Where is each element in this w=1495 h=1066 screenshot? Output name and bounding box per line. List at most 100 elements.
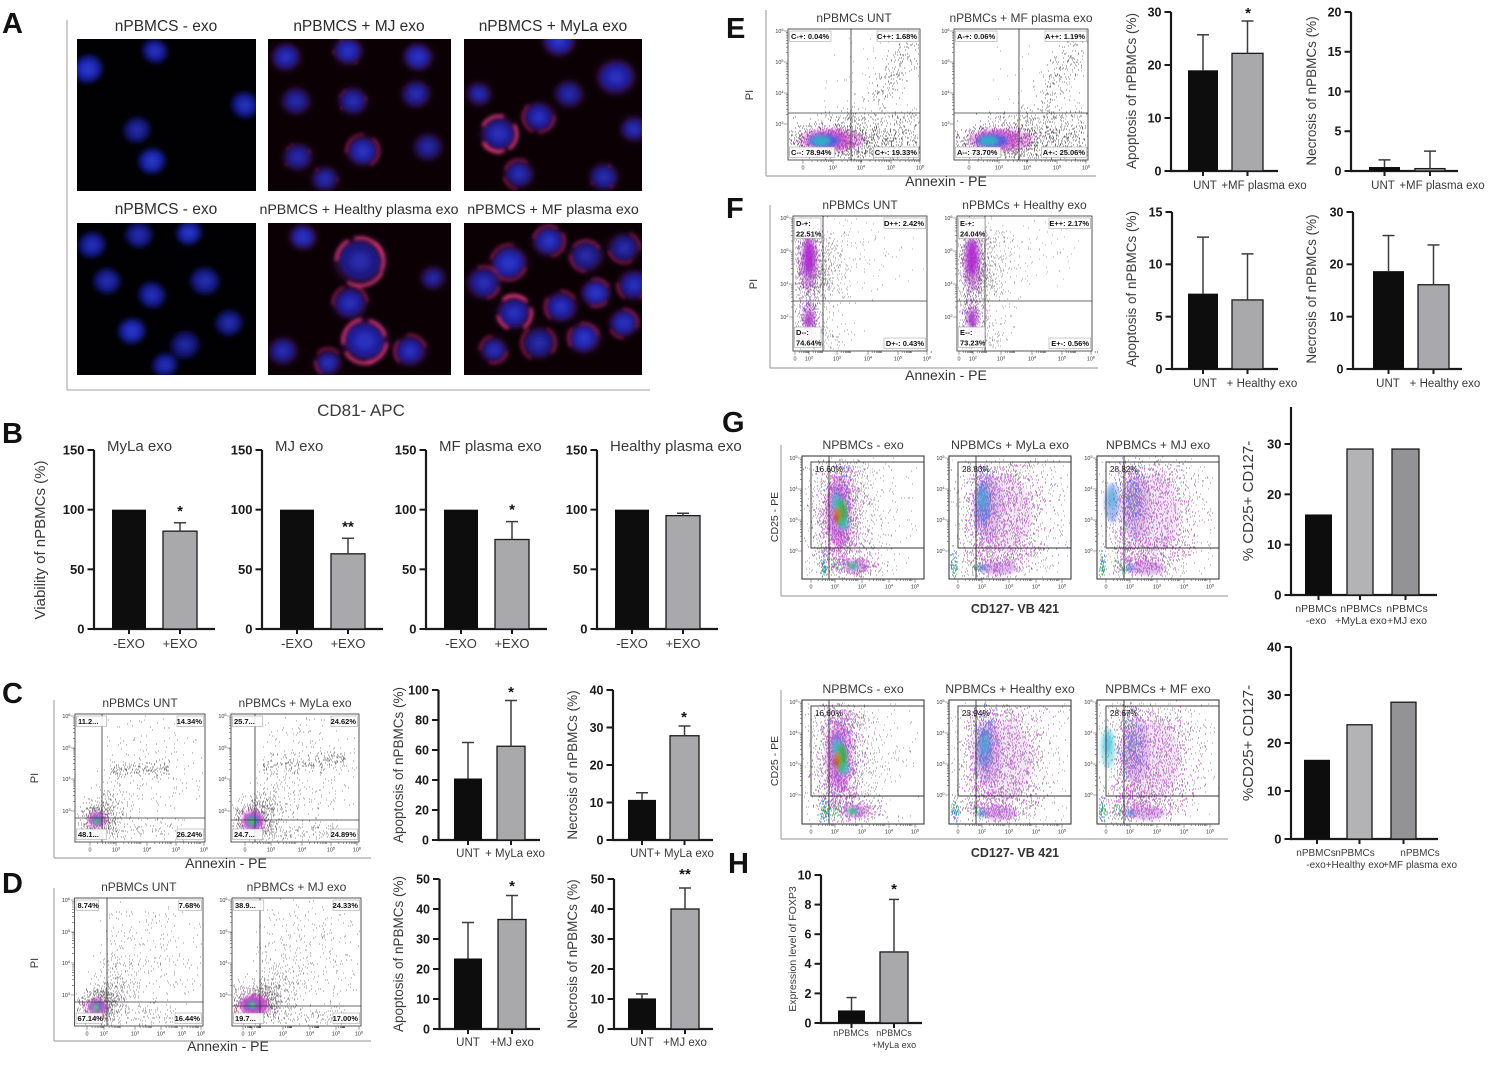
svg-text:20: 20	[590, 758, 604, 772]
svg-text:105: 105	[894, 354, 902, 362]
svg-text:E--:: E--:	[960, 328, 973, 337]
svg-text:103: 103	[267, 845, 275, 853]
svg-text:104: 104	[62, 959, 71, 967]
svg-text:0: 0	[244, 848, 247, 854]
svg-text:104: 104	[62, 775, 71, 783]
svg-text:106: 106	[780, 214, 788, 222]
svg-text:103: 103	[1084, 516, 1092, 524]
svg-text:nPBMCS + MyLa exo: nPBMCS + MyLa exo	[479, 18, 628, 35]
svg-text:F: F	[726, 193, 744, 225]
svg-text:NPBMCs - exo: NPBMCs - exo	[822, 438, 903, 452]
svg-text:nPBMCs UNT: nPBMCs UNT	[102, 696, 178, 710]
svg-text:Necrosis of nPBMCs (%): Necrosis of nPBMCs (%)	[1304, 214, 1319, 363]
svg-text:105: 105	[775, 58, 783, 66]
svg-text:105: 105	[944, 247, 952, 255]
svg-text:105: 105	[1053, 163, 1061, 171]
svg-text:A+-: 25.06%: A+-: 25.06%	[1043, 148, 1086, 157]
svg-text:50: 50	[416, 872, 430, 886]
svg-text:11.2...: 11.2...	[78, 717, 98, 726]
svg-text:C-+: 0.04%: C-+: 0.04%	[791, 32, 829, 41]
svg-text:20: 20	[416, 962, 430, 976]
svg-text:100: 100	[936, 791, 945, 799]
svg-text:103: 103	[112, 845, 120, 853]
svg-text:23.94%: 23.94%	[962, 709, 990, 718]
svg-text:105: 105	[1206, 582, 1214, 590]
svg-text:Apoptosis of nPBMCs (%): Apoptosis of nPBMCs (%)	[391, 687, 406, 843]
svg-text:102: 102	[100, 1029, 108, 1037]
svg-text:22.51%: 22.51%	[796, 230, 822, 239]
svg-text:Necrosis of nPBMCs (%): Necrosis of nPBMCs (%)	[565, 690, 580, 839]
svg-text:Annexin - PE: Annexin - PE	[187, 1038, 269, 1054]
svg-text:nPBMCs + Healthy exo: nPBMCs + Healthy exo	[962, 198, 1087, 212]
svg-text:CD127- VB 421: CD127- VB 421	[971, 602, 1059, 616]
svg-text:100: 100	[1084, 547, 1093, 555]
svg-text:105: 105	[1084, 454, 1092, 462]
svg-text:100: 100	[395, 502, 417, 517]
svg-text:104: 104	[780, 280, 789, 288]
svg-text:105: 105	[789, 698, 797, 706]
svg-text:+EXO: +EXO	[330, 636, 365, 651]
svg-text:106: 106	[355, 1029, 363, 1037]
svg-text:104: 104	[885, 582, 894, 590]
svg-text:40: 40	[590, 683, 604, 697]
svg-text:+EXO: +EXO	[162, 636, 197, 651]
svg-text:102: 102	[944, 313, 952, 321]
svg-text:10: 10	[1330, 310, 1344, 324]
svg-text:0: 0	[810, 585, 813, 591]
svg-text:103: 103	[789, 516, 797, 524]
svg-text:30: 30	[1267, 437, 1281, 452]
svg-text:14.34%: 14.34%	[177, 717, 203, 726]
svg-text:103: 103	[858, 827, 866, 835]
svg-text:0: 0	[409, 622, 416, 637]
svg-text:19.7...: 19.7...	[235, 1014, 256, 1023]
svg-text:150: 150	[395, 443, 417, 458]
svg-text:102: 102	[805, 354, 813, 362]
svg-text:103: 103	[62, 991, 70, 999]
svg-text:105: 105	[1084, 698, 1092, 706]
svg-text:0: 0	[242, 1032, 245, 1038]
svg-text:50: 50	[573, 562, 587, 577]
svg-text:nPBMCS - exo: nPBMCS - exo	[115, 18, 218, 35]
svg-text:*: *	[681, 709, 687, 726]
svg-text:C++: 1.68%: C++: 1.68%	[877, 32, 917, 41]
svg-text:20: 20	[591, 962, 605, 976]
svg-text:104: 104	[1032, 827, 1041, 835]
svg-text:% CD25+ CD127-: % CD25+ CD127-	[1240, 441, 1257, 561]
svg-text:30: 30	[416, 932, 430, 946]
svg-text:NPBMCs + Healthy exo: NPBMCs + Healthy exo	[945, 682, 1075, 696]
svg-text:105: 105	[332, 1029, 340, 1037]
svg-text:E-+:: E-+:	[960, 219, 974, 228]
svg-text:104: 104	[1180, 582, 1189, 590]
svg-text:15: 15	[1328, 45, 1342, 59]
svg-text:Viability of nPBMCs (%): Viability of nPBMCs (%)	[32, 461, 49, 620]
svg-text:nPBMCs: nPBMCs	[1335, 848, 1374, 859]
svg-text:24.7...: 24.7...	[234, 830, 255, 839]
svg-text:103: 103	[997, 354, 1005, 362]
svg-text:26.24%: 26.24%	[177, 830, 203, 839]
svg-text:0: 0	[422, 833, 429, 847]
svg-text:104: 104	[789, 485, 798, 493]
svg-text:28.67%: 28.67%	[1110, 709, 1138, 718]
svg-text:50: 50	[238, 562, 252, 577]
svg-text:D--:: D--:	[796, 328, 809, 337]
svg-text:Necrosis of nPBMCs (%): Necrosis of nPBMCs (%)	[1304, 16, 1319, 165]
svg-text:20: 20	[1267, 487, 1281, 502]
svg-text:30: 30	[591, 932, 605, 946]
svg-text:103: 103	[936, 760, 944, 768]
svg-text:-EXO: -EXO	[113, 636, 145, 651]
svg-text:nPBMCs: nPBMCs	[1296, 848, 1335, 859]
svg-text:10: 10	[1328, 85, 1342, 99]
svg-text:5: 5	[1156, 310, 1163, 324]
svg-text:0: 0	[1274, 832, 1281, 847]
svg-text:nPBMCs UNT: nPBMCs UNT	[822, 198, 898, 212]
svg-text:104: 104	[1032, 582, 1041, 590]
svg-text:A++: 1.19%: A++: 1.19%	[1045, 32, 1085, 41]
svg-text:Expression level of FOXP3: Expression level of FOXP3	[787, 886, 799, 1012]
svg-text:D+-: 0.43%: D+-: 0.43%	[886, 339, 924, 348]
svg-text:H: H	[728, 848, 749, 880]
svg-text:28.82%: 28.82%	[1110, 465, 1138, 474]
svg-text:30: 30	[1267, 688, 1281, 703]
svg-text:102: 102	[1126, 827, 1134, 835]
svg-text:73.23%: 73.23%	[960, 339, 986, 348]
svg-text:24.04%: 24.04%	[960, 230, 986, 239]
